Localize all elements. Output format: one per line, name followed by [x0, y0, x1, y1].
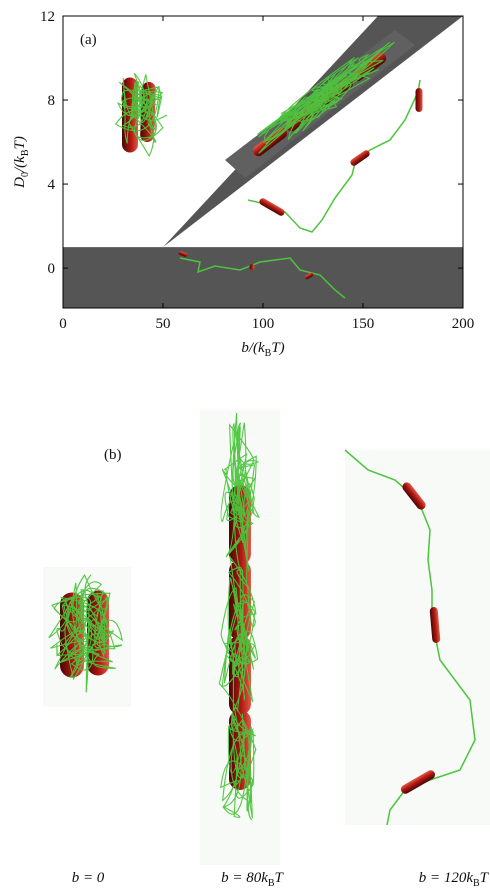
axes: 0 50 100 150 20004812(a)b/(kBT)D0/(kBT)(b)b … — [12, 9, 490, 889]
y-axis-label: D0/(kBT) — [12, 136, 31, 189]
caption-part: b = 120k — [419, 870, 474, 886]
y-axis-label-part: T) — [12, 136, 28, 149]
x-tick-label: 50 — [156, 316, 171, 332]
chain-coil — [218, 555, 259, 713]
caption-part: B — [268, 878, 275, 889]
panel-label: (b) — [104, 447, 122, 463]
snapshots — [43, 30, 490, 865]
rod — [304, 272, 314, 280]
rod — [351, 52, 387, 82]
rod — [259, 198, 285, 216]
chain-coil — [114, 72, 168, 158]
x-tick-label: 0 — [59, 316, 67, 332]
y-axis-label-part: D — [12, 177, 28, 189]
rod — [249, 264, 255, 270]
chain — [179, 257, 346, 299]
chain-coil — [220, 413, 260, 583]
x-tick-label: 100 — [252, 316, 275, 332]
y-axis-label-part: 0 — [20, 172, 31, 177]
x-axis-label-part: T) — [271, 340, 284, 356]
x-axis-label: b/(kBT) — [241, 340, 284, 359]
rod — [350, 150, 370, 166]
x-tick-label: 200 — [452, 316, 475, 332]
rod — [402, 482, 426, 510]
y-tick-label: 0 — [48, 261, 56, 277]
chain-coil — [257, 41, 395, 154]
caption-part: B — [473, 878, 480, 889]
rod — [400, 770, 436, 794]
caption-part: b = 80k — [221, 870, 268, 886]
y-tick-label: 4 — [48, 177, 56, 193]
snapshot-bg — [345, 450, 490, 825]
chain-coil — [220, 707, 257, 821]
phase-region — [163, 16, 463, 248]
rod — [415, 88, 423, 112]
caption-part: T — [275, 870, 285, 886]
x-tick-label: 150 — [352, 316, 375, 332]
x-axis-label-part: B — [265, 348, 272, 359]
x-axis-label-part: b/(k — [241, 340, 265, 356]
y-axis-label-part: B — [20, 149, 31, 156]
y-axis-label-part: /(k — [12, 156, 28, 173]
y-tick-label: 8 — [48, 93, 56, 109]
caption: b = 80kBT — [221, 870, 284, 889]
caption: b = 120kBT — [419, 870, 490, 889]
y-tick-label: 12 — [40, 9, 55, 25]
caption-part: T — [480, 870, 490, 886]
rod — [178, 251, 188, 257]
chain — [247, 79, 421, 233]
panel-label: (a) — [80, 32, 97, 48]
phase-region — [63, 247, 463, 308]
plot-area — [63, 16, 463, 308]
caption: b = 0 — [72, 870, 105, 886]
chain-coil — [48, 573, 123, 693]
rod — [429, 607, 441, 643]
caption-part: b = 0 — [72, 870, 105, 886]
